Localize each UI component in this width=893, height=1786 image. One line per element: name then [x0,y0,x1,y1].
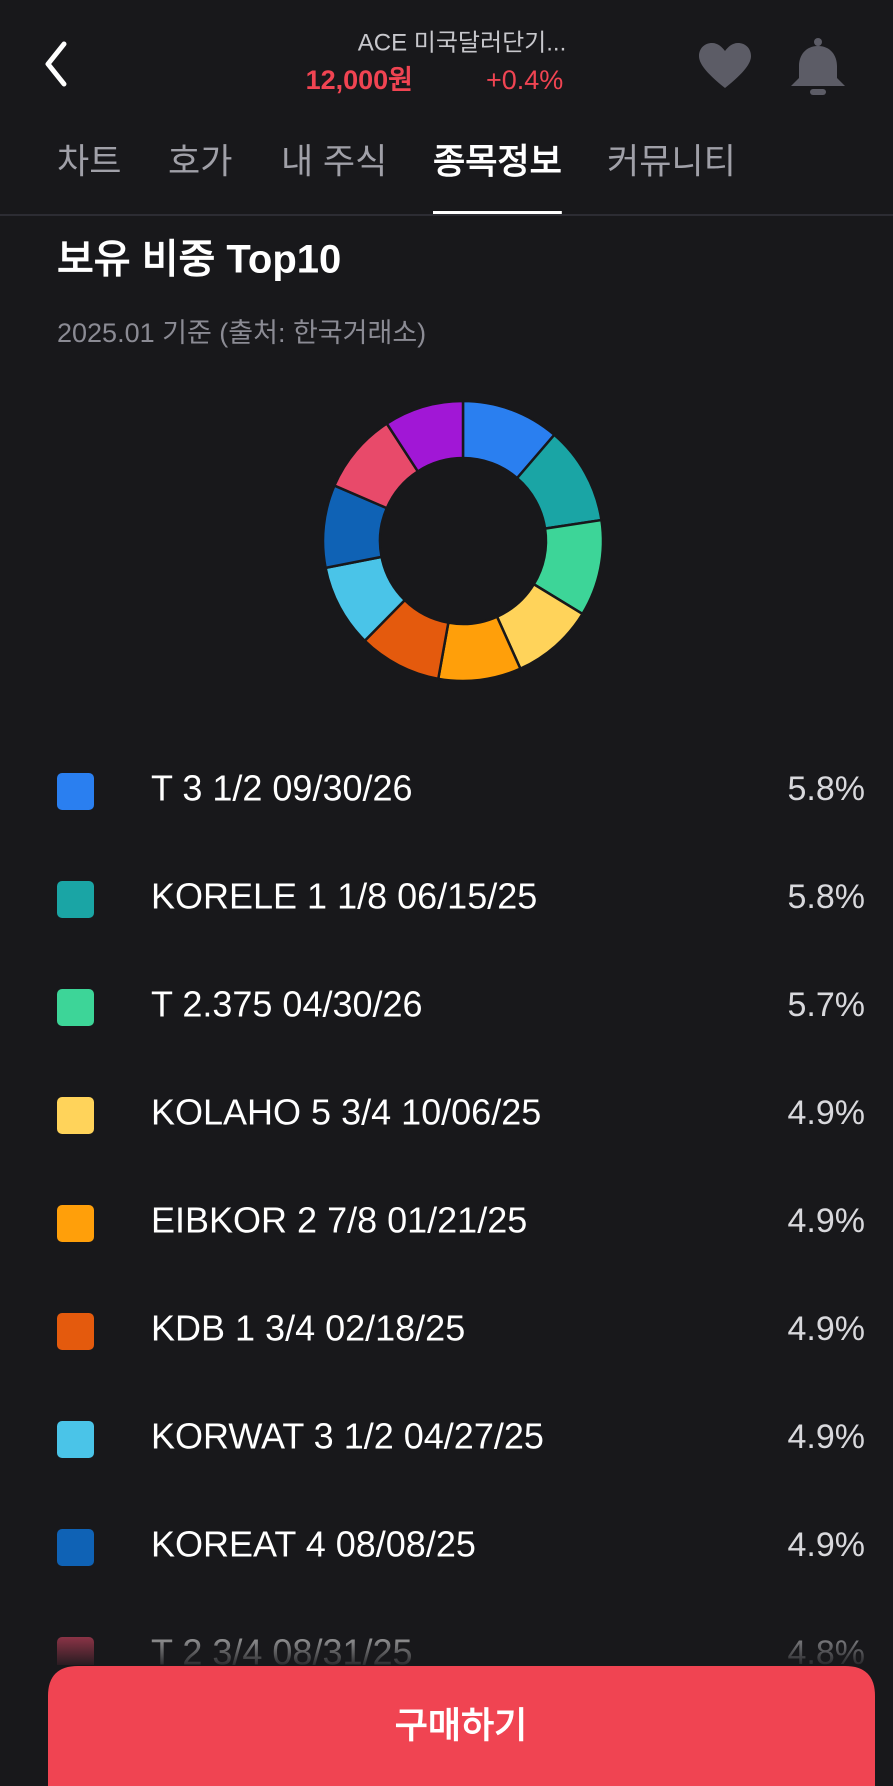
legend-swatch [57,1421,94,1458]
legend-label: EIBKOR 2 7/8 01/21/25 [151,1200,527,1241]
legend-row: KORELE 1 1/8 06/15/25 5.8% [57,876,865,918]
tab-bar: 차트 호가 내 주식 종목정보 커뮤니티 [57,142,736,215]
legend-swatch [57,989,94,1026]
legend-row: KORWAT 3 1/2 04/27/25 4.9% [57,1416,865,1458]
section-subtitle: 2025.01 기준 (출처: 한국거래소) [57,318,426,348]
legend-swatch [57,1529,94,1566]
legend-swatch [57,1097,94,1134]
legend-label: KORWAT 3 1/2 04/27/25 [151,1416,544,1457]
legend-value: 5.8% [788,770,866,808]
legend-value: 4.9% [788,1094,866,1132]
legend-label: T 2.375 04/30/26 [151,984,423,1025]
legend-label: KORELE 1 1/8 06/15/25 [151,876,537,917]
active-tab-indicator [433,211,562,215]
bell-top [814,38,822,46]
tab[interactable]: 종목정보 [433,142,562,181]
section-title: 보유 비중 Top10 [57,238,341,282]
legend-label: KDB 1 3/4 02/18/25 [151,1308,465,1349]
legend-value: 5.7% [788,986,866,1024]
legend-label: KOREAT 4 08/08/25 [151,1524,476,1565]
legend-value: 5.8% [788,878,866,916]
legend-value: 4.9% [788,1526,866,1564]
header-price: 12,000원 [306,65,413,95]
legend-label: T 3 1/2 09/30/26 [151,768,413,809]
tab[interactable]: 차트 [57,142,121,181]
legend-swatch [57,881,94,918]
bell-clapper [810,89,826,95]
legend-value: 4.9% [788,1310,866,1348]
legend-row: KOLAHO 5 3/4 10/06/25 4.9% [57,1092,865,1134]
legend-row: KOREAT 4 08/08/25 4.9% [57,1524,865,1566]
legend-label: KOLAHO 5 3/4 10/06/25 [151,1092,541,1133]
tab[interactable]: 커뮤니티 [607,142,736,181]
legend-row: KDB 1 3/4 02/18/25 4.9% [57,1308,865,1350]
donut-segment [385,399,465,474]
buy-button[interactable] [48,1666,875,1786]
legend-swatch [57,773,94,810]
list-fade [0,1610,893,1670]
legend-row: T 2.375 04/30/26 5.7% [57,984,865,1026]
donut-chart [321,399,605,683]
legend-value: 4.9% [788,1202,866,1240]
legend-swatch [57,1313,94,1350]
bell-icon [791,46,845,86]
legend-row: EIBKOR 2 7/8 01/21/25 4.9% [57,1200,865,1242]
header-title: ACE 미국달러단기... [358,29,567,56]
tab[interactable]: 호가 [168,142,232,181]
tab[interactable]: 내 주식 [281,142,387,181]
buy-button-label: 구매하기 [395,1705,527,1746]
legend-value: 4.9% [788,1418,866,1456]
header-change: +0.4% [486,65,563,95]
legend-row: T 3 1/2 09/30/26 5.8% [57,768,865,810]
back-button[interactable] [45,41,67,87]
alarm-button[interactable] [791,38,845,95]
favorite-button[interactable] [699,43,751,88]
legend-swatch [57,1205,94,1242]
